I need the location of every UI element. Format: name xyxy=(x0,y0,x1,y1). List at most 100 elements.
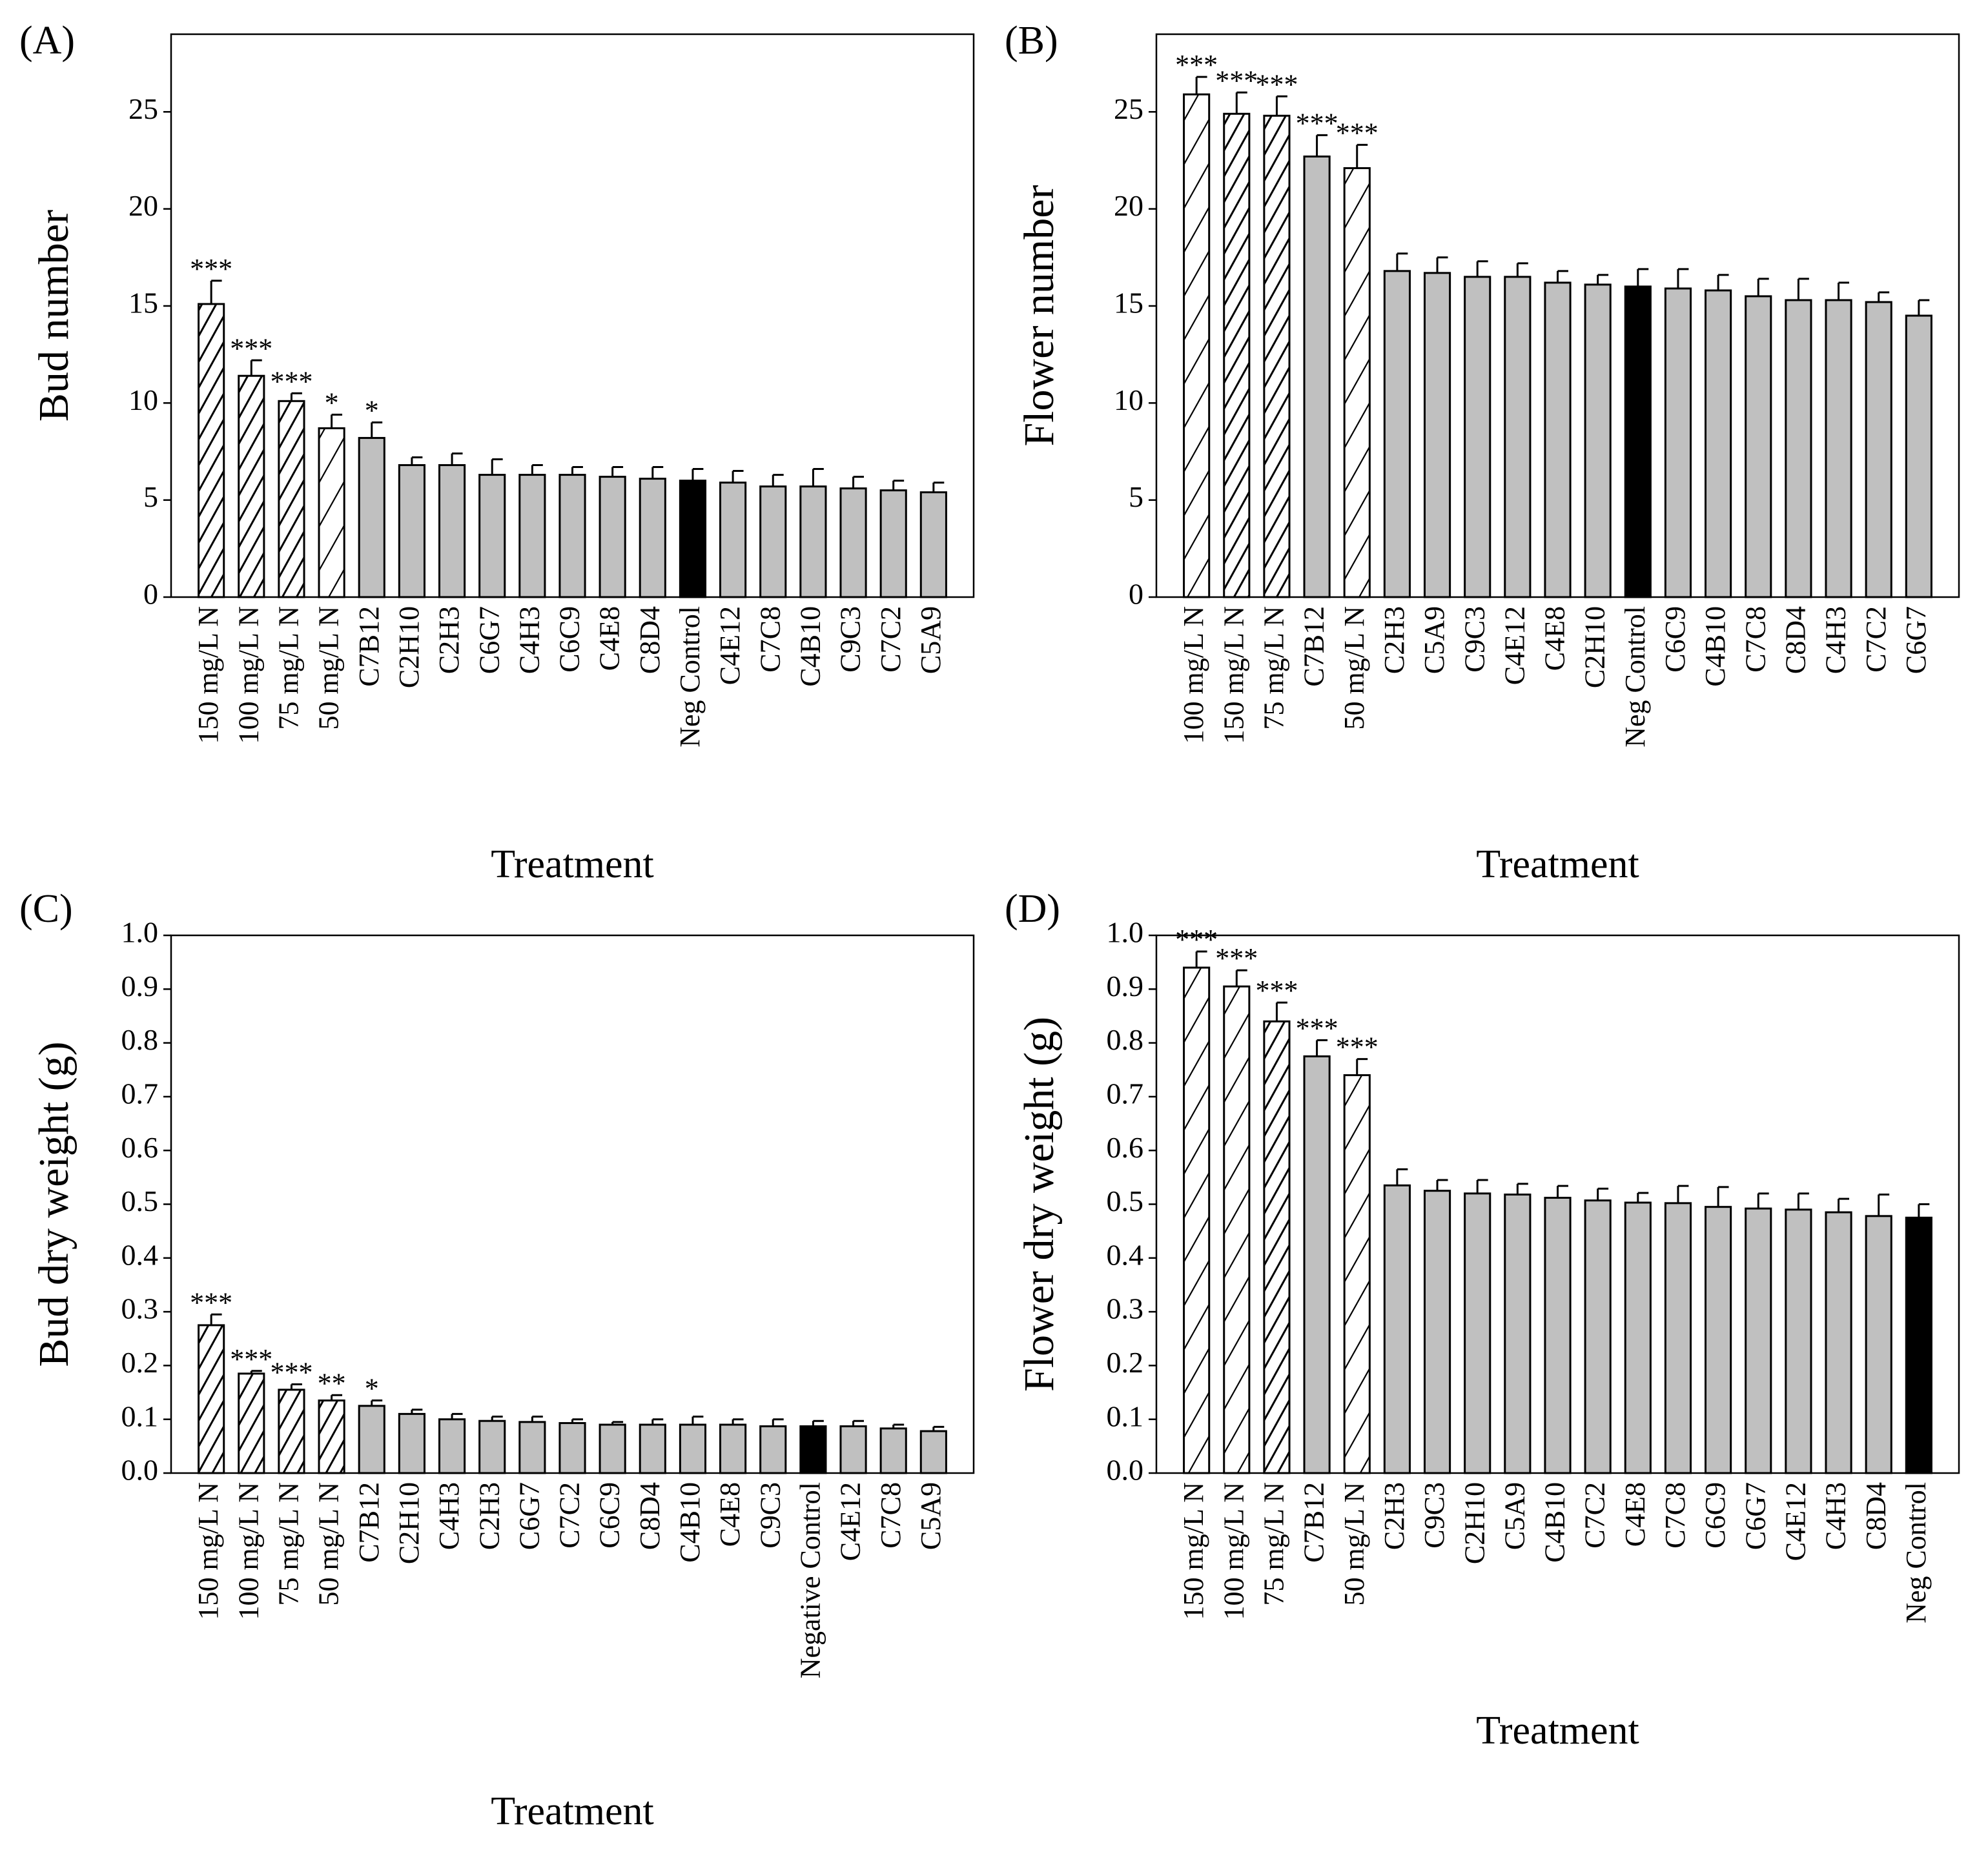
x-tick-label: 100 mg/L N xyxy=(232,1482,264,1620)
bar xyxy=(398,1412,425,1474)
x-tick-label: 100 mg/L N xyxy=(1178,606,1209,744)
bar xyxy=(478,1420,506,1474)
x-tick-label: C9C3 xyxy=(754,1482,786,1549)
panel-label: (D) xyxy=(1005,887,1060,931)
bar xyxy=(1584,1199,1612,1474)
x-tick-label: C8D4 xyxy=(1860,1482,1892,1550)
bar xyxy=(238,374,265,598)
plot-frame xyxy=(170,33,975,598)
y-tick-label: 0.4 xyxy=(121,1238,159,1271)
x-axis-label: Treatment xyxy=(1476,1709,1639,1753)
significance-label: *** xyxy=(190,1287,232,1318)
x-tick-label: C8D4 xyxy=(634,1482,666,1550)
y-tick-label: 10 xyxy=(128,383,158,416)
x-tick-label: C9C3 xyxy=(1419,1482,1450,1549)
x-axis-label: Treatment xyxy=(491,842,654,886)
y-tick-label: 5 xyxy=(143,480,158,513)
x-tick-label: C9C3 xyxy=(1459,606,1490,673)
significance-label: *** xyxy=(1255,975,1298,1006)
bar xyxy=(839,1425,867,1474)
x-tick-label: C4E12 xyxy=(1779,1482,1811,1561)
bar xyxy=(1303,1055,1331,1474)
bar xyxy=(1343,167,1371,598)
bar xyxy=(1544,281,1572,598)
bar xyxy=(1383,270,1411,598)
y-tick-label: 0.6 xyxy=(121,1131,159,1164)
x-tick-label: C7C2 xyxy=(554,1482,586,1549)
y-tick-label: 0.1 xyxy=(121,1399,159,1432)
y-axis-label: Bud number xyxy=(30,210,77,422)
x-tick-label: Neg Control xyxy=(674,606,706,748)
significance-label: *** xyxy=(1296,1013,1338,1044)
bar xyxy=(1544,1197,1572,1474)
panel-label: (B) xyxy=(1005,19,1058,63)
y-tick-label: 25 xyxy=(1114,92,1143,125)
bar xyxy=(1825,1211,1852,1474)
bar xyxy=(759,485,787,598)
y-tick-label: 20 xyxy=(1114,189,1143,222)
significance-label: *** xyxy=(1336,1032,1378,1063)
x-tick-label: 150 mg/L N xyxy=(1218,606,1249,744)
bar xyxy=(358,436,385,598)
significance-label: ** xyxy=(318,1367,346,1399)
bar xyxy=(1383,1184,1411,1474)
y-tick-label: 1.0 xyxy=(1107,916,1144,949)
bar xyxy=(1504,276,1532,598)
bar xyxy=(1343,1074,1371,1474)
bar xyxy=(719,482,747,598)
x-tick-label: C2H3 xyxy=(433,606,465,674)
bar xyxy=(278,1389,305,1474)
y-tick-label: 0.5 xyxy=(1107,1185,1144,1217)
bar xyxy=(1464,276,1491,598)
y-tick-label: 0.8 xyxy=(121,1023,159,1056)
bar xyxy=(238,1372,265,1474)
bar xyxy=(879,1427,907,1474)
panel-label: (A) xyxy=(19,19,75,63)
bar xyxy=(1905,1216,1932,1474)
bar xyxy=(318,427,345,598)
x-tick-label: C8D4 xyxy=(1779,606,1811,674)
bar xyxy=(759,1425,787,1474)
x-tick-label: 100 mg/L N xyxy=(232,606,264,744)
bar xyxy=(1464,1192,1491,1474)
panel-label: (C) xyxy=(19,887,73,931)
x-tick-label: C7B12 xyxy=(353,606,385,687)
y-axis-label: Bud dry weight (g) xyxy=(30,1041,77,1367)
x-tick-label: C7C8 xyxy=(875,1482,907,1549)
x-tick-label: 75 mg/L N xyxy=(273,606,305,729)
bar xyxy=(1624,1201,1652,1474)
x-tick-label: Neg Control xyxy=(1619,606,1651,748)
significance-label: * xyxy=(365,394,379,426)
x-tick-label: C7B12 xyxy=(1298,1482,1330,1563)
x-tick-label: C4E8 xyxy=(594,606,626,671)
x-tick-label: 150 mg/L N xyxy=(192,1482,224,1620)
bar xyxy=(879,489,907,598)
x-tick-label: C6C9 xyxy=(594,1482,626,1549)
y-axis-label: Flower number xyxy=(1016,185,1063,446)
x-tick-label: C6G7 xyxy=(1739,1482,1771,1550)
significance-label: *** xyxy=(1175,49,1218,81)
x-tick-label: C7B12 xyxy=(1298,606,1330,687)
bar xyxy=(318,1399,345,1474)
bar xyxy=(398,464,425,598)
x-tick-label: C7B12 xyxy=(353,1482,385,1563)
x-tick-label: C6C9 xyxy=(1699,1482,1731,1549)
significance-label: *** xyxy=(1215,942,1258,974)
x-tick-label: C4B10 xyxy=(1539,1482,1571,1563)
bar xyxy=(558,474,586,598)
y-tick-label: 0.5 xyxy=(121,1185,159,1217)
y-tick-label: 15 xyxy=(128,287,158,320)
significance-label: * xyxy=(365,1373,379,1405)
x-tick-label: C6G7 xyxy=(513,1482,545,1550)
y-tick-label: 0.6 xyxy=(1107,1131,1144,1164)
x-tick-label: 150 mg/L N xyxy=(1178,1482,1209,1620)
x-tick-label: C6C9 xyxy=(1659,606,1691,673)
x-tick-label: C6C9 xyxy=(554,606,586,673)
x-tick-label: 75 mg/L N xyxy=(273,1482,305,1605)
bar xyxy=(1705,1206,1732,1474)
x-axis-label: Treatment xyxy=(1476,842,1639,886)
x-tick-label: C4E8 xyxy=(1619,1482,1651,1547)
y-tick-label: 0.2 xyxy=(121,1346,159,1379)
bar xyxy=(1223,112,1251,598)
